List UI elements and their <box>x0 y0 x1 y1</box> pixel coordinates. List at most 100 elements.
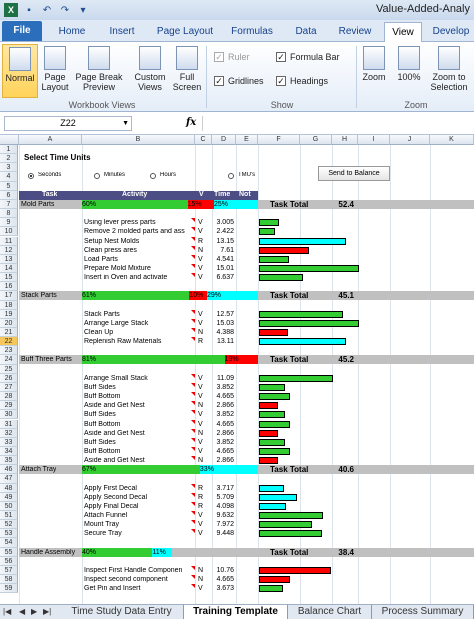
time-cell[interactable]: 2.866 <box>216 457 234 465</box>
row-header-3[interactable]: 3 <box>0 163 18 173</box>
row-header-10[interactable]: 10 <box>0 227 18 237</box>
time-cell[interactable]: 13.11 <box>217 338 234 346</box>
activity-cell[interactable]: Apply Final Decal <box>84 502 139 510</box>
customize-qat-icon[interactable]: ▾ <box>80 4 86 16</box>
prev-sheet-icon[interactable]: ◀ <box>19 607 26 616</box>
value-code-cell[interactable]: V <box>198 512 203 519</box>
column-header-b[interactable]: B <box>82 135 195 145</box>
time-unit-radio-hours[interactable] <box>150 173 156 180</box>
activity-cell[interactable]: Buff Sides <box>84 438 116 446</box>
row-header-9[interactable]: 9 <box>0 218 18 228</box>
value-code-cell[interactable]: N <box>198 329 204 336</box>
activity-cell[interactable]: Buff Bottom <box>84 393 121 401</box>
row-header-4[interactable]: 4 <box>0 172 18 182</box>
time-unit-radio-tmus[interactable] <box>228 173 234 180</box>
value-code-cell[interactable]: N <box>198 246 204 254</box>
first-sheet-icon[interactable]: |◀ <box>3 607 12 616</box>
row-header-14[interactable]: 14 <box>0 263 18 274</box>
tab-formulas[interactable]: Formulas <box>231 26 273 37</box>
value-code-cell[interactable]: R <box>198 502 204 510</box>
row-header-6[interactable]: 6 <box>0 190 18 200</box>
row-header-54[interactable]: 54 <box>0 538 18 548</box>
normal-view-button[interactable]: Normal <box>2 44 38 98</box>
tab-review[interactable]: Review <box>338 26 372 37</box>
row-header-8[interactable]: 8 <box>0 209 18 219</box>
column-header-c[interactable]: C <box>195 135 212 145</box>
time-cell[interactable]: 2.422 <box>216 228 234 236</box>
save-icon[interactable]: ▪ <box>27 4 31 16</box>
activity-cell[interactable]: Get Pin and Insert <box>84 585 141 593</box>
value-code-cell[interactable]: R <box>198 484 204 492</box>
row-header-49[interactable]: 49 <box>0 492 18 502</box>
row-header-13[interactable]: 13 <box>0 254 18 264</box>
row-header-22[interactable]: 22 <box>0 337 18 347</box>
formula-bar-checkbox[interactable]: ✓ Formula Bar <box>276 52 340 62</box>
value-code-cell[interactable]: V <box>198 374 203 382</box>
activity-cell[interactable]: Aside and Get Nest <box>84 457 145 465</box>
custom-views-button[interactable]: Custom Views <box>130 44 170 98</box>
sheet-tab-process-summary[interactable]: Process Summary <box>372 605 474 619</box>
row-header-57[interactable]: 57 <box>0 565 18 576</box>
worksheet-grid[interactable]: A B C D E F G H I J K 1 2 3 4 5 6 7 8 9 10 11 12 13 14 15 16 17 18 19… <box>0 135 474 604</box>
activity-cell[interactable]: Clean press ares <box>84 246 137 254</box>
time-cell[interactable]: 3.717 <box>216 484 234 492</box>
row-header-28[interactable]: 28 <box>0 392 18 402</box>
column-header-f[interactable]: F <box>258 135 300 145</box>
activity-cell[interactable]: Aside and Get Nest <box>84 402 145 410</box>
full-screen-button[interactable]: Full Screen <box>172 44 202 98</box>
time-cell[interactable]: 15.03 <box>216 319 234 327</box>
time-cell[interactable]: 4.665 <box>216 447 234 455</box>
value-code-cell[interactable]: N <box>198 402 204 410</box>
row-header-48[interactable]: 48 <box>0 483 18 493</box>
row-header-31[interactable]: 31 <box>0 419 18 429</box>
time-cell[interactable]: 10.76 <box>216 566 234 574</box>
activity-cell[interactable]: Aside and Get Nest <box>84 429 145 437</box>
row-header-16[interactable]: 16 <box>0 282 18 292</box>
activity-cell[interactable]: Buff Sides <box>84 411 116 419</box>
activity-cell[interactable]: Inspect second component <box>84 576 168 584</box>
row-header-21[interactable]: 21 <box>0 328 18 338</box>
activity-cell[interactable]: Arrange Large Stack <box>84 319 149 327</box>
row-header-34[interactable]: 34 <box>0 446 18 457</box>
time-cell[interactable]: 9.448 <box>216 530 234 538</box>
activity-cell[interactable]: Buff Bottom <box>84 447 121 455</box>
time-unit-radio-minutes[interactable] <box>94 173 100 180</box>
time-cell[interactable]: 15.01 <box>216 264 234 272</box>
activity-cell[interactable]: Clean Up <box>84 329 114 336</box>
name-box[interactable]: Z22 ▼ <box>4 116 132 131</box>
ruler-checkbox[interactable]: ✓ Ruler <box>214 52 250 62</box>
row-header-55[interactable]: 55 <box>0 547 18 557</box>
row-header-32[interactable]: 32 <box>0 428 18 438</box>
column-header-k[interactable]: K <box>430 135 474 145</box>
zoom-button[interactable]: Zoom <box>360 44 388 98</box>
value-code-cell[interactable]: N <box>198 576 204 584</box>
value-code-cell[interactable]: V <box>198 264 203 272</box>
row-header-2[interactable]: 2 <box>0 154 18 164</box>
value-code-cell[interactable]: V <box>198 219 203 227</box>
value-code-cell[interactable]: N <box>198 429 204 437</box>
insert-function-icon[interactable]: fx <box>186 117 197 128</box>
next-sheet-icon[interactable]: ▶ <box>31 607 38 616</box>
column-header-h[interactable]: H <box>332 135 358 145</box>
row-header-5[interactable]: 5 <box>0 181 18 191</box>
row-header-27[interactable]: 27 <box>0 382 18 393</box>
tab-insert[interactable]: Insert <box>109 26 135 37</box>
value-code-cell[interactable]: V <box>198 310 203 318</box>
activity-cell[interactable]: Using lever press parts <box>84 219 156 227</box>
value-code-cell[interactable]: V <box>198 447 203 455</box>
activity-cell[interactable]: Remove 2 molded parts and ass <box>84 228 185 236</box>
activity-cell[interactable]: Attach Funnel <box>84 512 128 519</box>
value-code-cell[interactable]: V <box>198 383 203 391</box>
row-header-11[interactable]: 11 <box>0 236 18 246</box>
activity-cell[interactable]: Setup Nest Molds <box>84 237 140 245</box>
value-code-cell[interactable]: V <box>198 530 203 538</box>
sheet-tab-time-study[interactable]: Time Study Data Entry <box>60 605 184 619</box>
time-cell[interactable]: 3.852 <box>216 411 234 419</box>
row-header-25[interactable]: 25 <box>0 364 18 374</box>
row-header-20[interactable]: 20 <box>0 318 18 328</box>
time-unit-radio-seconds[interactable] <box>28 173 34 180</box>
value-code-cell[interactable]: R <box>198 493 204 501</box>
value-code-cell[interactable]: V <box>198 228 203 236</box>
column-header-e[interactable]: E <box>236 135 258 145</box>
time-cell[interactable]: 5.709 <box>216 493 234 501</box>
